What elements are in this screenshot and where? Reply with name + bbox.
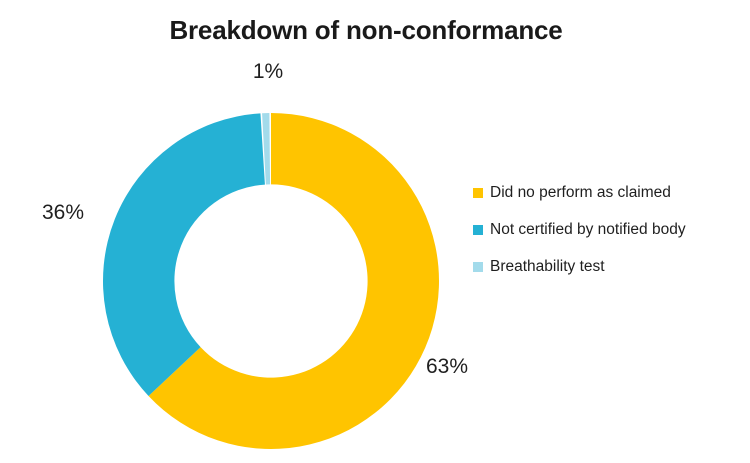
donut-segment-2 — [262, 113, 271, 185]
legend-swatch-lightblue — [473, 261, 483, 272]
legend-label: Breathability test — [490, 257, 605, 275]
data-label-blue-segment: 36% — [41, 201, 85, 224]
data-label-lightblue-segment: 1% — [252, 60, 284, 83]
chart-title: Breakdown of non-conformance — [169, 15, 563, 45]
legend-swatch-yellow — [473, 187, 483, 198]
legend-label: Did no perform as claimed — [490, 183, 671, 201]
legend-label: Not certified by notified body — [490, 220, 686, 238]
data-label-yellow-segment: 63% — [425, 355, 469, 378]
legend: Did no perform as claimed Not certified … — [473, 174, 686, 285]
donut-segment-0 — [148, 113, 440, 450]
legend-swatch-blue — [473, 224, 483, 235]
legend-item: Did no perform as claimed — [473, 174, 686, 211]
legend-item: Not certified by notified body — [473, 211, 686, 248]
donut-segment-1 — [102, 113, 265, 396]
legend-item: Breathability test — [473, 248, 686, 285]
